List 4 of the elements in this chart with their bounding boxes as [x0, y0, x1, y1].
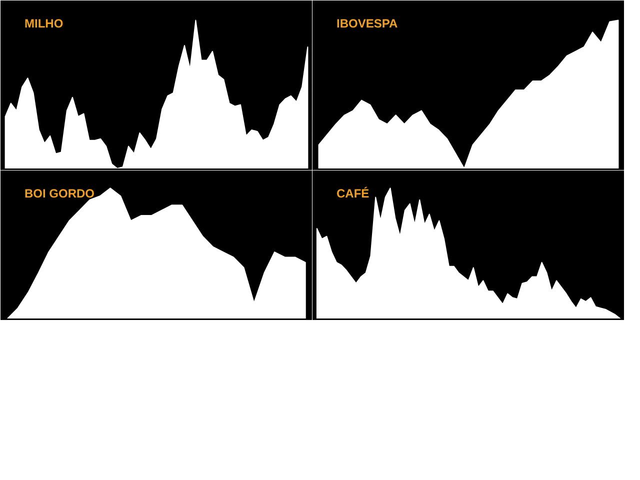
chart-title: BOI GORDO: [24, 186, 95, 200]
chart-title: CAFÉ: [336, 186, 370, 200]
chart-title: MILHO: [24, 16, 64, 30]
chart-title: IBOVESPA: [336, 16, 398, 30]
